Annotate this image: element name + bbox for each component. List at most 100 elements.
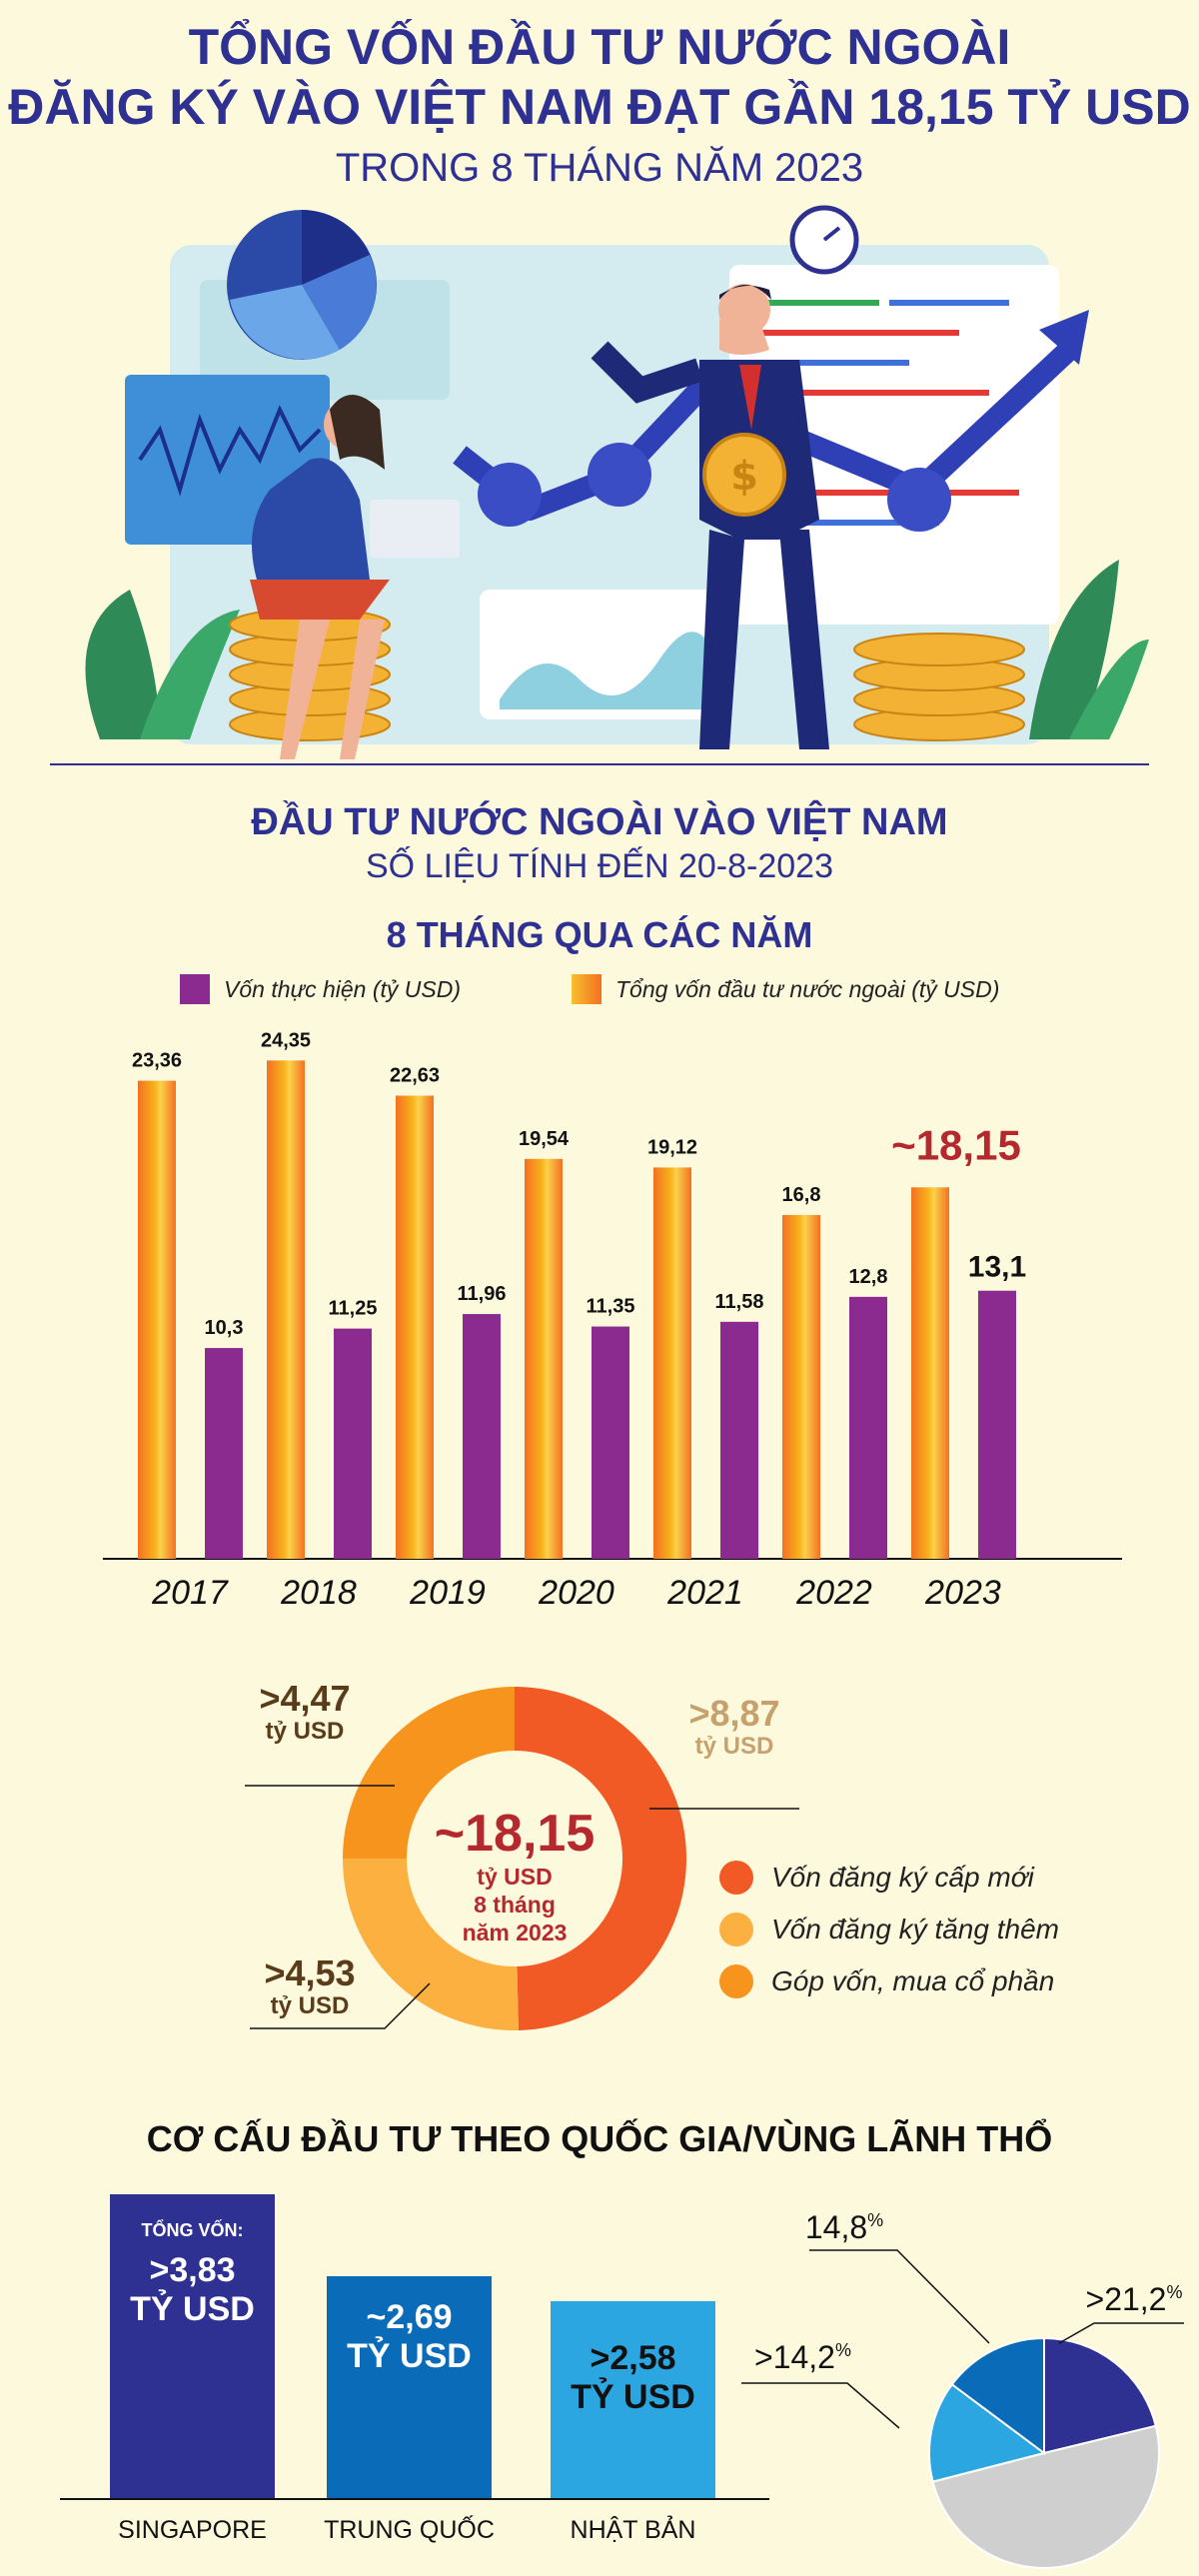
bar-chart-by-year: 23,36 10,3 2017 24,35 11,25 2018 22,63 11,96 201… [103, 1029, 1122, 1612]
bar-realized [978, 1290, 1016, 1559]
legend-realized: Vốn thực hiện (tỷ USD) [180, 974, 461, 1004]
pie-value-label: >21,2% [1086, 2281, 1183, 2317]
donut-center-unit: tỷ USD [477, 1864, 552, 1890]
slice-value-label: >4,47 [259, 1678, 350, 1719]
x-tick-label: 2022 [795, 1574, 872, 1612]
section-subtitle: SỐ LIỆU TÍNH ĐẾN 20-8-2023 [366, 847, 833, 885]
x-tick-label: 2018 [280, 1574, 357, 1612]
bar-total [782, 1214, 820, 1559]
callout-line [1058, 2322, 1184, 2344]
bar-realized [205, 1348, 243, 1559]
bar-value: >3,83 [149, 2251, 236, 2289]
slice-unit-label: tỷ USD [271, 1992, 350, 2019]
pie-value-label: >14,2% [754, 2339, 851, 2375]
pie-slice [931, 2424, 1160, 2569]
bar-total [525, 1158, 563, 1559]
callout-line [250, 1982, 431, 2029]
baseline [60, 2498, 769, 2500]
donut-center-value: ~18,15 [435, 1805, 596, 1863]
bar-value: >2,58 [590, 2339, 676, 2377]
bar-unit: TỶ USD [130, 2290, 255, 2328]
bar-realized [463, 1314, 501, 1559]
callout-line [741, 2382, 900, 2429]
data-label-realized: 11,25 [329, 1298, 378, 1320]
bar-value: ~2,69 [366, 2298, 453, 2336]
donut-slice [343, 1687, 515, 1860]
bar-unit: TỶ USD [571, 2378, 695, 2416]
page-title: TỔNG VỐN ĐẦU TƯ NƯỚC NGOÀI [188, 19, 1011, 75]
data-label-realized: 11,58 [715, 1291, 764, 1313]
x-tick-label: 2019 [409, 1574, 486, 1612]
bar-unit: TỶ USD [347, 2337, 472, 2375]
svg-text:$: $ [730, 454, 758, 500]
data-label-realized: 11,96 [458, 1283, 507, 1305]
bar-total [653, 1167, 691, 1559]
page-title-line2: ĐĂNG KÝ VÀO VIỆT NAM ĐẠT GẦN 18,15 TỶ US… [8, 79, 1191, 135]
data-label-total: 24,35 [261, 1029, 311, 1051]
bar-realized [720, 1321, 758, 1559]
x-tick-label: 2020 [538, 1574, 614, 1612]
data-label-total: 19,12 [647, 1136, 697, 1158]
donut-legend-item: Vốn đăng ký tăng thêm [719, 1913, 1059, 1946]
donut-center-line4: năm 2023 [463, 1920, 568, 1945]
x-tick-label: 2017 [151, 1574, 229, 1612]
legend-dot [719, 1861, 753, 1895]
bar-realized [334, 1328, 372, 1559]
legend-label: Vốn thực hiện (tỷ USD) [224, 975, 461, 1002]
legend-total: Tổng vốn đầu tư nước ngoài (tỷ USD) [572, 974, 999, 1004]
legend-swatch-purple [180, 974, 210, 1004]
slice-unit-label: tỷ USD [695, 1733, 774, 1760]
x-tick-label: 2023 [924, 1574, 1001, 1612]
bar-realized [849, 1296, 887, 1559]
legend-label: Vốn đăng ký cấp mới [771, 1862, 1034, 1893]
data-label-realized: 12,8 [849, 1266, 888, 1288]
callout-line [809, 2249, 990, 2344]
legend-swatch-orange [572, 974, 601, 1004]
section-title: ĐẦU TƯ NƯỚC NGOÀI VÀO VIỆT NAM [251, 801, 948, 843]
bar-total [138, 1080, 176, 1559]
data-label-total: 16,8 [782, 1184, 821, 1206]
data-label-realized: 11,35 [587, 1296, 635, 1318]
donut-slice [515, 1687, 686, 2030]
legend-label: Tổng vốn đầu tư nước ngoài (tỷ USD) [615, 975, 1000, 1002]
donut-center-line3: 8 tháng [474, 1892, 556, 1918]
percent-sign: % [1166, 2282, 1182, 2302]
country-label: NHẬT BẢN [570, 2516, 696, 2544]
country-label: TRUNG QUỐC [324, 2516, 495, 2544]
donut-legend-item: Vốn đăng ký cấp mới [719, 1861, 1059, 1895]
slice-value-label: >8,87 [688, 1693, 779, 1734]
data-label-total: ~18,15 [891, 1121, 1021, 1168]
legend-dot [719, 1964, 753, 1998]
bar-japan: >2,58 TỶ USD [551, 2301, 715, 2498]
business-illustration: $ [50, 205, 1149, 765]
slice-value-label: >4,53 [264, 1952, 355, 1993]
donut-legend-item: Góp vốn, mua cổ phần [719, 1964, 1059, 1998]
data-label-realized: 13,1 [968, 1251, 1026, 1284]
bar-caption: TỔNG VỐN: [141, 2220, 244, 2240]
pie-slice [1043, 2336, 1157, 2455]
bar-china: ~2,69 TỶ USD [327, 2276, 492, 2498]
data-label-total: 22,63 [390, 1065, 440, 1087]
bar-singapore: TỔNG VỐN: >3,83 TỶ USD [110, 2194, 275, 2498]
legend-dot [719, 1913, 753, 1946]
country-section-title: CƠ CẤU ĐẦU TƯ THEO QUỐC GIA/VÙNG LÃNH TH… [146, 2118, 1053, 2159]
donut-legend: Vốn đăng ký cấp mới Vốn đăng ký tăng thê… [719, 1861, 1059, 1998]
x-tick-label: 2021 [666, 1574, 743, 1612]
data-label-total: 23,36 [132, 1050, 182, 1072]
bar-realized [592, 1326, 629, 1559]
data-label-total: 19,54 [519, 1128, 570, 1150]
country-label: SINGAPORE [118, 2516, 267, 2544]
bar-total [267, 1060, 305, 1559]
percent-sign: % [867, 2210, 883, 2230]
page-subtitle: TRONG 8 THÁNG NĂM 2023 [335, 146, 864, 190]
share-pie-chart: >21,2% >14,2% 14,8% [741, 2209, 1184, 2569]
legend-label: Vốn đăng ký tăng thêm [771, 1914, 1059, 1944]
pie-slice [950, 2336, 1045, 2455]
bar-total [396, 1095, 434, 1559]
bar-total [911, 1187, 949, 1559]
chart-title: 8 THÁNG QUA CÁC NĂM [386, 914, 813, 955]
slice-unit-label: tỷ USD [266, 1718, 345, 1745]
percent-sign: % [835, 2340, 851, 2360]
legend-label: Góp vốn, mua cổ phần [771, 1965, 1055, 1996]
